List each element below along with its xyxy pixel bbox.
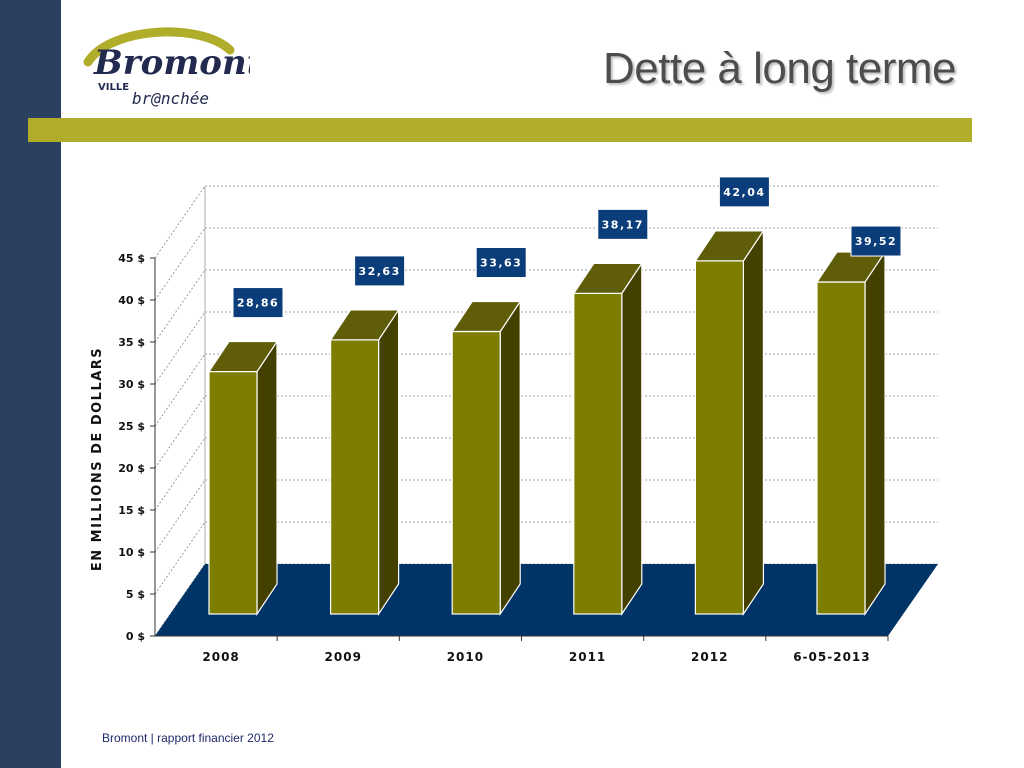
logo-main-text: Bromont (93, 43, 250, 83)
bar-top-4 (694, 230, 765, 262)
data-label-1: 32,63 (358, 265, 400, 278)
y-axis-label: EN MILLIONS DE DOLLARS (90, 347, 105, 571)
data-label-box-2 (475, 247, 527, 279)
bar-side-4 (742, 228, 765, 616)
y-tick-label-1: 5 $ (126, 588, 145, 601)
bar-2 (451, 330, 501, 615)
gridline-side-4 (154, 395, 206, 469)
y-tick-label-6: 30 $ (118, 378, 145, 391)
bar-0 (208, 370, 258, 615)
bar-top-0 (207, 340, 279, 373)
data-label-0: 28,86 (237, 297, 279, 310)
data-label-box-1 (354, 255, 406, 287)
x-tick-label-3: 2011 (569, 650, 606, 664)
bar-5 (816, 281, 866, 615)
y-tick-label-9: 45 $ (118, 252, 145, 265)
bar-side-2 (499, 299, 521, 616)
y-tick-label-3: 15 $ (118, 504, 145, 517)
data-label-2: 33,63 (480, 257, 522, 270)
logo-ville-text: VILLE (98, 82, 129, 93)
x-tick-label-0: 2008 (202, 650, 239, 664)
gridline-side-9 (154, 185, 206, 259)
bar-side-0 (256, 339, 278, 616)
gridline-side-2 (154, 479, 206, 553)
gridline-side-3 (154, 437, 206, 511)
data-label-4: 42,04 (723, 186, 765, 199)
accent-bar (28, 118, 972, 142)
gridline-side-7 (154, 269, 206, 343)
x-tick-label-1: 2009 (325, 650, 362, 664)
y-tick-label-8: 40 $ (118, 294, 145, 307)
bar-side-5 (864, 250, 886, 616)
data-label-box-5 (850, 225, 902, 257)
data-label-3: 38,17 (602, 218, 644, 231)
gridline-side-8 (154, 227, 206, 301)
data-label-box-0 (232, 287, 284, 319)
page-title: Dette à long terme (603, 44, 956, 93)
gridline-side-5 (154, 353, 206, 427)
bromont-logo: Bromont VILLE br@nchée (83, 27, 250, 108)
x-tick-label-4: 2012 (691, 650, 728, 664)
y-tick-label-5: 25 $ (118, 420, 145, 433)
bar-top-2 (451, 300, 522, 333)
bar-top-1 (329, 309, 400, 341)
data-label-box-4 (718, 176, 770, 208)
bar-side-1 (378, 307, 400, 616)
x-tick-label-2: 2010 (447, 650, 484, 664)
gridline-side-6 (154, 311, 206, 385)
footer-text: Bromont | rapport financier 2012 (102, 731, 274, 745)
gridline-side-1 (154, 521, 206, 595)
x-tick-label-5: 6-05-2013 (793, 650, 870, 664)
y-tick-label-7: 35 $ (118, 336, 145, 349)
bar-top-3 (572, 262, 643, 294)
y-tick-label-2: 10 $ (118, 546, 145, 559)
y-tick-label-4: 20 $ (118, 462, 145, 475)
bar-side-3 (621, 261, 643, 616)
logo-tagline-text: br@nchée (132, 89, 209, 108)
bar-4 (694, 260, 745, 615)
y-tick-label-0: 0 $ (126, 630, 145, 643)
data-label-5: 39,52 (855, 235, 897, 248)
bar-1 (330, 339, 380, 615)
data-label-box-3 (597, 208, 649, 240)
bar-3 (573, 292, 623, 615)
